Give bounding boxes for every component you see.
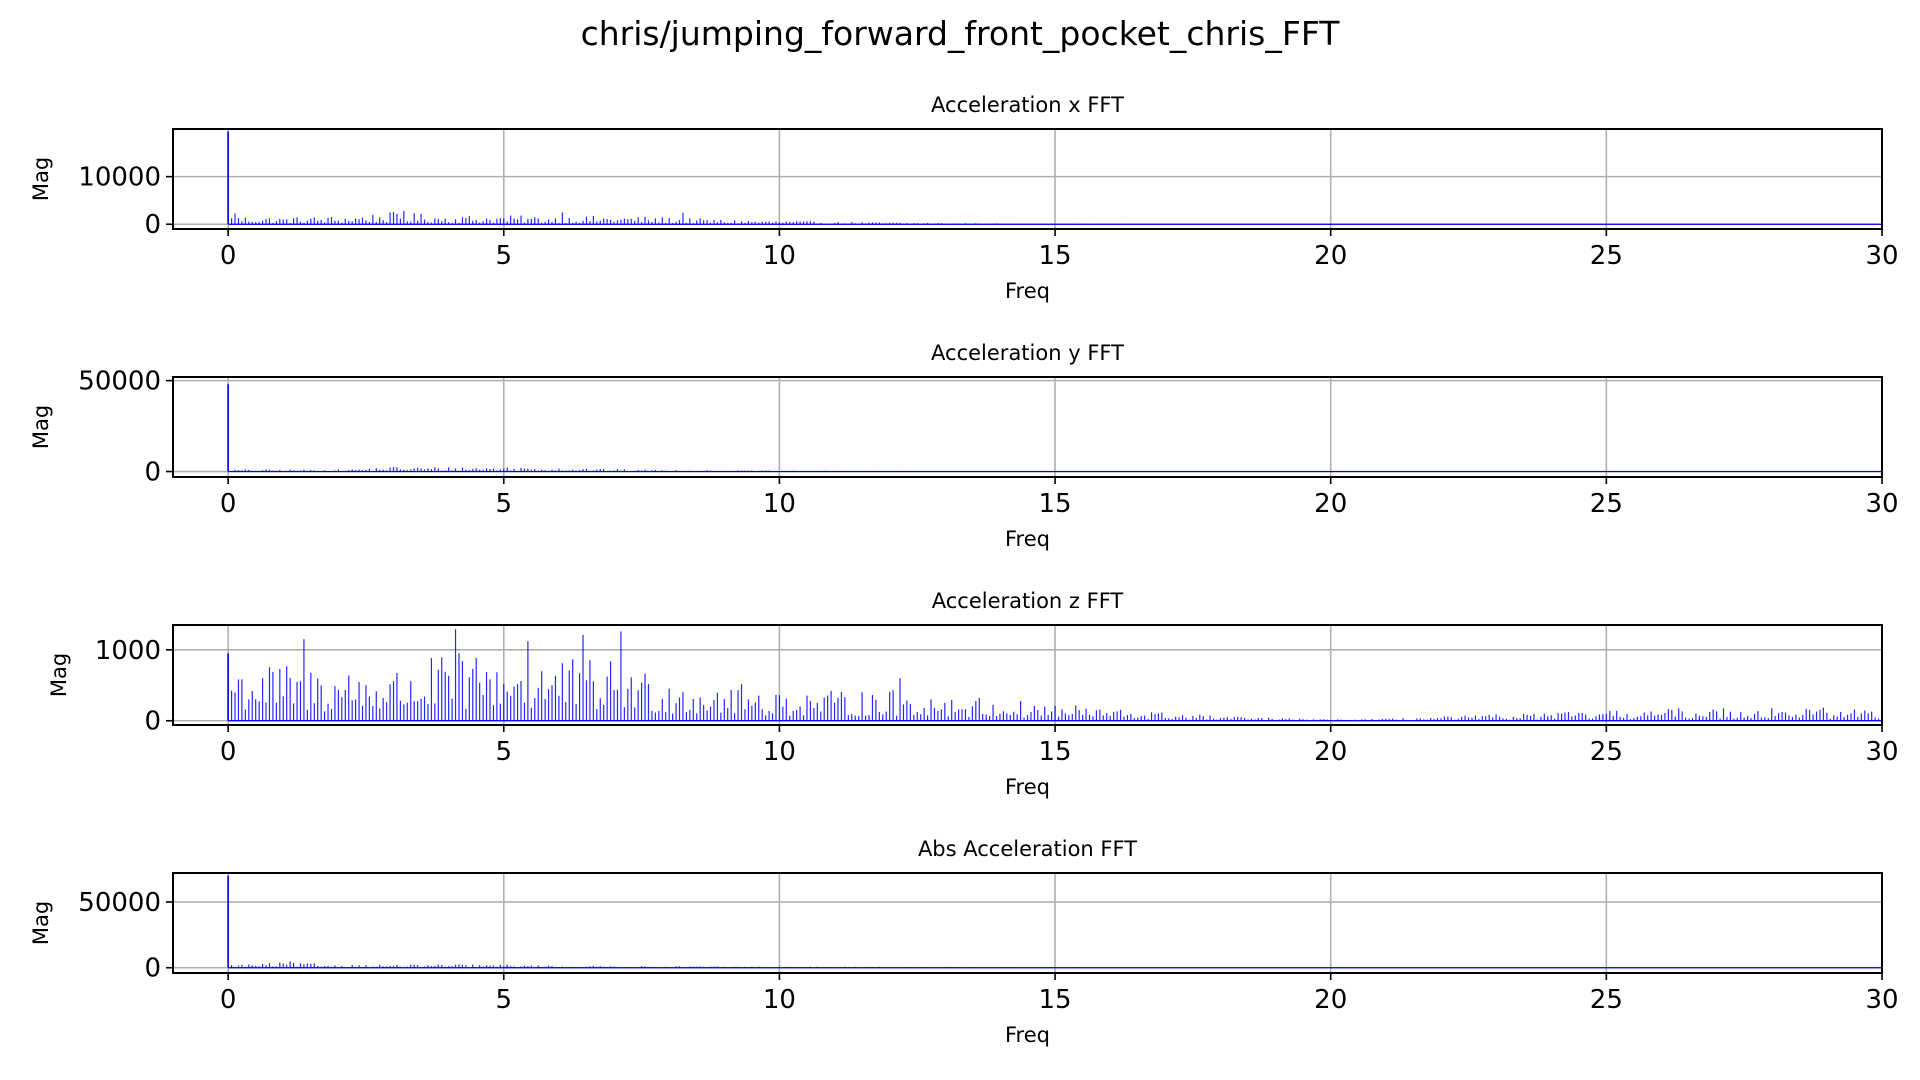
x-tick-label: 30 bbox=[1865, 985, 1898, 1015]
axes-frame bbox=[172, 872, 1883, 974]
x-tick-label: 25 bbox=[1590, 241, 1623, 271]
x-tick-label: 10 bbox=[763, 737, 796, 767]
x-tick-label: 20 bbox=[1314, 985, 1347, 1015]
x-tick-label: 10 bbox=[763, 241, 796, 271]
figure-title: chris/jumping_forward_front_pocket_chris… bbox=[580, 14, 1340, 53]
y-tick-label: 0 bbox=[144, 210, 161, 240]
x-axis-label: Freq bbox=[1005, 527, 1050, 551]
x-tick-label: 30 bbox=[1865, 241, 1898, 271]
subplot-0: 0 5 10 15 20 25 30 0 10000 Acceleration x FFT Freq… bbox=[29, 93, 1899, 303]
y-tick-label: 1000 bbox=[95, 636, 161, 666]
y-tick-label: 10000 bbox=[78, 163, 161, 193]
x-tick-label: 5 bbox=[496, 241, 513, 271]
x-tick-label: 25 bbox=[1590, 985, 1623, 1015]
y-tick-label: 50000 bbox=[78, 888, 161, 918]
spectrum-bars bbox=[227, 875, 1882, 969]
y-tick-label: 0 bbox=[144, 458, 161, 488]
y-axis-label: Mag bbox=[29, 901, 53, 945]
x-tick-label: 5 bbox=[496, 985, 513, 1015]
y-tick-label: 50000 bbox=[78, 367, 161, 397]
x-tick-label: 25 bbox=[1590, 737, 1623, 767]
x-tick-label: 0 bbox=[220, 241, 237, 271]
x-axis-label: Freq bbox=[1005, 1023, 1050, 1047]
x-tick-label: 0 bbox=[220, 489, 237, 519]
x-tick-label: 0 bbox=[220, 737, 237, 767]
x-tick-label: 30 bbox=[1865, 489, 1898, 519]
x-tick-label: 10 bbox=[763, 489, 796, 519]
subplot-title: Abs Acceleration FFT bbox=[918, 837, 1137, 861]
axes-frame bbox=[172, 624, 1883, 726]
axes-frame bbox=[172, 128, 1883, 230]
x-tick-label: 30 bbox=[1865, 737, 1898, 767]
y-axis-label: Mag bbox=[47, 653, 71, 697]
subplot-title: Acceleration x FFT bbox=[931, 93, 1124, 117]
spectrum-bars bbox=[227, 629, 1882, 722]
x-tick-label: 20 bbox=[1314, 489, 1347, 519]
y-tick-label: 0 bbox=[144, 954, 161, 984]
axes-frame bbox=[172, 376, 1883, 478]
subplot-title: Acceleration y FFT bbox=[931, 341, 1124, 365]
x-tick-label: 15 bbox=[1039, 985, 1072, 1015]
x-tick-label: 20 bbox=[1314, 737, 1347, 767]
subplot-title: Acceleration z FFT bbox=[932, 589, 1124, 613]
spectrum-bars bbox=[227, 384, 1882, 473]
x-tick-label: 20 bbox=[1314, 241, 1347, 271]
x-tick-label: 25 bbox=[1590, 489, 1623, 519]
y-axis-label: Mag bbox=[29, 157, 53, 201]
x-tick-label: 15 bbox=[1039, 489, 1072, 519]
x-tick-label: 5 bbox=[496, 489, 513, 519]
x-tick-label: 0 bbox=[220, 985, 237, 1015]
y-axis-label: Mag bbox=[29, 405, 53, 449]
x-tick-label: 15 bbox=[1039, 241, 1072, 271]
x-axis-label: Freq bbox=[1005, 279, 1050, 303]
x-tick-label: 5 bbox=[496, 737, 513, 767]
x-axis-label: Freq bbox=[1005, 775, 1050, 799]
x-tick-label: 10 bbox=[763, 985, 796, 1015]
subplot-2: 0 5 10 15 20 25 30 0 1000 Acceleration z FFT Freq M… bbox=[47, 589, 1899, 799]
spectrum-bars bbox=[227, 131, 1882, 225]
subplot-1: 0 5 10 15 20 25 30 0 50000 Acceleration y FFT Freq… bbox=[29, 341, 1899, 551]
x-tick-label: 15 bbox=[1039, 737, 1072, 767]
subplot-3: 0 5 10 15 20 25 30 0 50000 Abs Acceleration FFT Fr… bbox=[29, 837, 1899, 1047]
y-tick-label: 0 bbox=[144, 707, 161, 737]
